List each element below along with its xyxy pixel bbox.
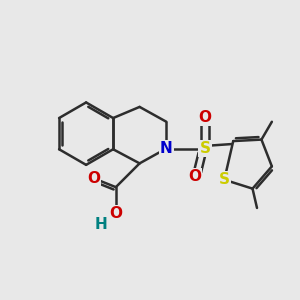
Text: N: N xyxy=(160,141,173,156)
Text: O: O xyxy=(188,169,201,184)
Text: O: O xyxy=(199,110,212,125)
Text: S: S xyxy=(219,172,230,187)
Text: O: O xyxy=(109,206,122,221)
Text: O: O xyxy=(87,171,100,186)
Text: H: H xyxy=(94,217,107,232)
Text: S: S xyxy=(200,141,211,156)
